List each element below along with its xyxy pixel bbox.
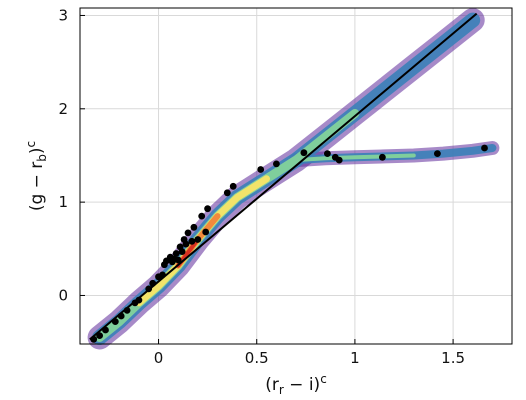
data-point-8 bbox=[145, 285, 153, 293]
data-point-11 bbox=[159, 271, 166, 279]
density-core-branch bbox=[294, 153, 416, 163]
tick-labels: 0 0.5 1 1.5 0 1 2 3 bbox=[58, 6, 465, 367]
data-point-7 bbox=[135, 296, 143, 304]
y-tick-label-2: 2 bbox=[58, 100, 68, 118]
x-tick-label-2: 1 bbox=[350, 349, 360, 367]
data-point-17 bbox=[172, 250, 180, 257]
data-point-29 bbox=[204, 205, 212, 213]
data-point-5 bbox=[123, 307, 131, 314]
data-point-18 bbox=[174, 256, 182, 264]
data-point-0 bbox=[90, 335, 98, 343]
data-point-9 bbox=[149, 279, 157, 287]
data-point-37 bbox=[335, 156, 343, 164]
data-point-40 bbox=[481, 144, 488, 152]
axis-ticks bbox=[80, 14, 454, 344]
plot-frame bbox=[79, 7, 513, 345]
data-point-34 bbox=[300, 149, 308, 157]
data-point-2 bbox=[102, 326, 109, 334]
data-point-4 bbox=[117, 312, 125, 320]
data-point-3 bbox=[111, 318, 119, 325]
y-tick-label-3: 3 bbox=[58, 6, 68, 24]
y-tick-label-1: 1 bbox=[58, 193, 68, 211]
data-point-35 bbox=[324, 150, 331, 158]
x-axis-label: (rr − i)c bbox=[265, 372, 327, 397]
x-tick-label-3: 1.5 bbox=[441, 349, 465, 367]
data-point-27 bbox=[198, 212, 206, 220]
data-point-1 bbox=[96, 332, 103, 339]
data-point-32 bbox=[257, 166, 265, 173]
x-tick-label-0: 0 bbox=[154, 349, 164, 367]
data-point-23 bbox=[184, 229, 192, 237]
data-point-39 bbox=[434, 150, 441, 158]
data-point-28 bbox=[202, 228, 210, 236]
data-point-20 bbox=[178, 248, 186, 256]
data-points bbox=[90, 144, 488, 343]
data-point-25 bbox=[190, 223, 198, 231]
data-point-38 bbox=[379, 153, 386, 161]
data-point-33 bbox=[273, 160, 280, 168]
data-point-22 bbox=[182, 240, 190, 248]
x-tick-label-1: 0.5 bbox=[245, 349, 269, 367]
data-point-30 bbox=[223, 189, 231, 197]
data-point-26 bbox=[194, 236, 202, 243]
y-axis-label: (g − rb)c bbox=[24, 141, 49, 211]
data-point-24 bbox=[188, 237, 196, 245]
y-tick-label-0: 0 bbox=[58, 286, 68, 304]
data-point-31 bbox=[229, 182, 237, 190]
